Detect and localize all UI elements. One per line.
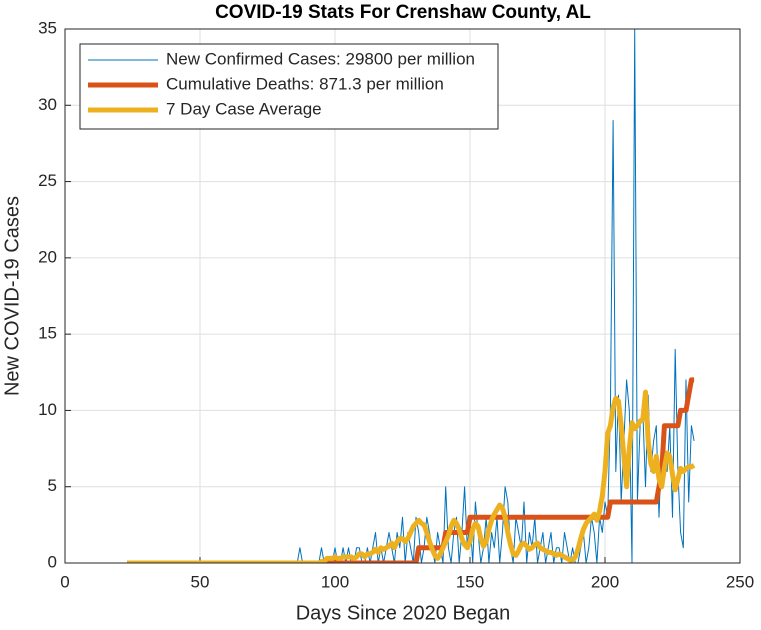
x-tick-label: 250 [726, 572, 754, 591]
legend-label: New Confirmed Cases: 29800 per million [166, 49, 475, 68]
legend-label: Cumulative Deaths: 871.3 per million [166, 74, 444, 93]
y-tick-label: 25 [38, 171, 57, 190]
x-tick-label: 100 [321, 572, 349, 591]
x-axis-label: Days Since 2020 Began [296, 602, 511, 624]
y-tick-label: 15 [38, 324, 57, 343]
y-tick-label: 35 [38, 18, 57, 37]
x-tick-label: 200 [591, 572, 619, 591]
y-tick-label: 5 [48, 476, 57, 495]
chart-title: COVID-19 Stats For Crenshaw County, AL [215, 2, 591, 23]
y-tick-label: 30 [38, 95, 57, 114]
y-tick-label: 20 [38, 247, 57, 266]
y-tick-label: 10 [38, 400, 57, 419]
series-line [127, 389, 696, 563]
x-tick-label: 150 [456, 572, 484, 591]
axes-box [64, 28, 741, 564]
x-tick-label: 0 [60, 572, 69, 591]
y-tick-label: 0 [48, 552, 57, 571]
legend-label: 7 Day Case Average [166, 99, 322, 118]
x-tick-label: 50 [191, 572, 210, 591]
y-axis-label: New COVID-19 Cases [1, 196, 23, 396]
